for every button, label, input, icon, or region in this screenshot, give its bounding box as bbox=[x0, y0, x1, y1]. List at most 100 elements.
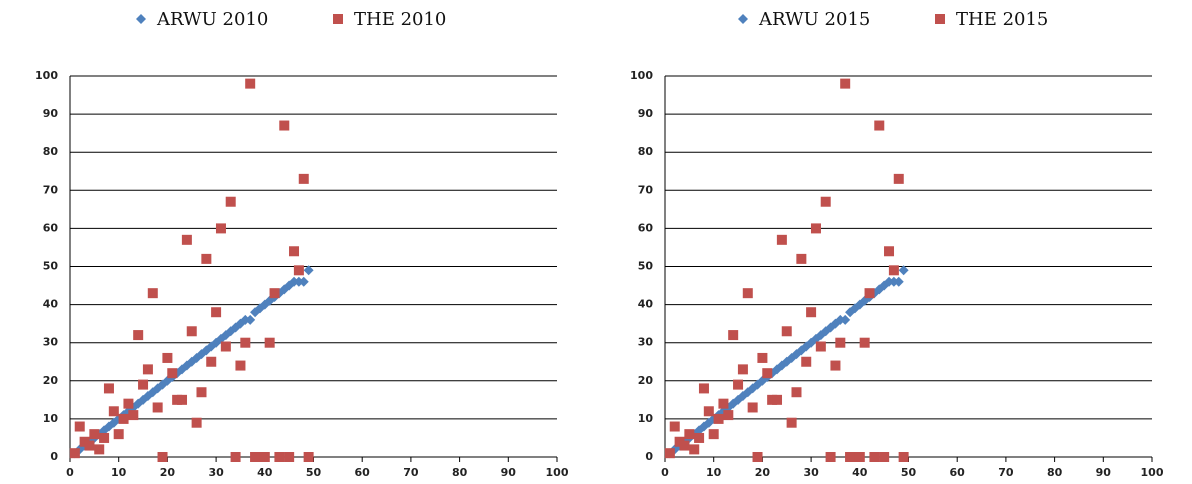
point bbox=[303, 265, 314, 276]
y-tick-label: 100 bbox=[630, 69, 653, 82]
x-tick-label: 0 bbox=[661, 466, 669, 479]
x-tick-label: 20 bbox=[160, 466, 176, 479]
point bbox=[752, 452, 763, 462]
x-tick-label: 30 bbox=[803, 466, 819, 479]
point bbox=[669, 421, 680, 432]
point bbox=[284, 452, 295, 462]
point bbox=[772, 394, 783, 405]
y-tick-label: 20 bbox=[43, 374, 59, 387]
y-tick-label: 10 bbox=[638, 412, 654, 425]
point bbox=[220, 341, 231, 352]
point bbox=[694, 432, 705, 443]
legend-label: ARWU 2015 bbox=[758, 9, 870, 30]
point bbox=[211, 307, 222, 318]
point bbox=[69, 448, 80, 459]
point bbox=[698, 383, 709, 394]
point bbox=[825, 452, 836, 462]
y-tick-label: 0 bbox=[645, 450, 653, 463]
x-tick-label: 30 bbox=[208, 466, 224, 479]
y-tick-label: 50 bbox=[638, 260, 654, 273]
y-tick-label: 80 bbox=[638, 145, 654, 158]
y-tick-label: 90 bbox=[43, 107, 59, 120]
x-tick-label: 90 bbox=[1096, 466, 1112, 479]
point bbox=[879, 452, 890, 462]
point bbox=[186, 326, 197, 337]
point bbox=[728, 330, 739, 341]
x-tick-label: 70 bbox=[403, 466, 419, 479]
point bbox=[830, 360, 841, 371]
y-tick-label: 40 bbox=[43, 298, 59, 311]
x-tick-label: 50 bbox=[306, 466, 322, 479]
point bbox=[264, 337, 275, 348]
point bbox=[206, 356, 217, 367]
point bbox=[103, 383, 114, 394]
point bbox=[303, 452, 314, 462]
y-tick-label: 80 bbox=[43, 145, 59, 158]
y-tick-label: 20 bbox=[638, 374, 654, 387]
point bbox=[898, 452, 909, 462]
point bbox=[118, 413, 129, 424]
point bbox=[810, 223, 821, 234]
point bbox=[94, 444, 105, 455]
y-tick-label: 0 bbox=[50, 450, 58, 463]
point bbox=[152, 402, 163, 413]
point bbox=[781, 326, 792, 337]
point bbox=[898, 265, 909, 276]
point bbox=[196, 387, 207, 398]
point bbox=[893, 173, 904, 184]
point bbox=[791, 387, 802, 398]
x-tick-label: 50 bbox=[901, 466, 917, 479]
point bbox=[718, 398, 729, 409]
legend-marker bbox=[136, 14, 146, 24]
point bbox=[801, 356, 812, 367]
point bbox=[89, 429, 100, 440]
point bbox=[762, 368, 773, 379]
point bbox=[874, 120, 885, 131]
point bbox=[835, 337, 846, 348]
point bbox=[703, 406, 714, 417]
point bbox=[859, 337, 870, 348]
legend-label: ARWU 2010 bbox=[156, 9, 268, 30]
point bbox=[230, 452, 241, 462]
x-tick-label: 20 bbox=[755, 466, 771, 479]
point bbox=[888, 265, 899, 276]
x-tick-label: 100 bbox=[546, 466, 569, 479]
y-tick-label: 30 bbox=[43, 336, 59, 349]
point bbox=[177, 394, 188, 405]
point bbox=[74, 421, 85, 432]
legend-label: THE 2015 bbox=[956, 9, 1048, 30]
point bbox=[245, 314, 256, 325]
y-tick-label: 60 bbox=[638, 221, 654, 234]
point bbox=[269, 288, 280, 299]
point bbox=[298, 276, 309, 287]
point bbox=[689, 444, 700, 455]
point bbox=[679, 440, 690, 451]
y-tick-label: 30 bbox=[638, 336, 654, 349]
point bbox=[893, 276, 904, 287]
x-tick-label: 10 bbox=[111, 466, 127, 479]
y-tick-label: 10 bbox=[43, 412, 59, 425]
point bbox=[747, 402, 758, 413]
y-tick-label: 50 bbox=[43, 260, 59, 273]
point bbox=[157, 452, 168, 462]
x-tick-label: 60 bbox=[355, 466, 371, 479]
point bbox=[786, 417, 797, 428]
point bbox=[279, 120, 290, 131]
legend-marker bbox=[333, 14, 343, 24]
point bbox=[167, 368, 178, 379]
x-tick-label: 100 bbox=[1141, 466, 1164, 479]
point bbox=[138, 379, 149, 390]
point bbox=[113, 429, 124, 440]
x-tick-label: 90 bbox=[501, 466, 517, 479]
point bbox=[737, 364, 748, 375]
point bbox=[162, 352, 173, 363]
x-tick-label: 10 bbox=[706, 466, 722, 479]
point bbox=[123, 398, 134, 409]
point bbox=[796, 253, 807, 264]
point bbox=[840, 78, 851, 89]
point bbox=[776, 234, 787, 245]
point bbox=[142, 364, 153, 375]
point bbox=[806, 307, 817, 318]
point bbox=[757, 352, 768, 363]
